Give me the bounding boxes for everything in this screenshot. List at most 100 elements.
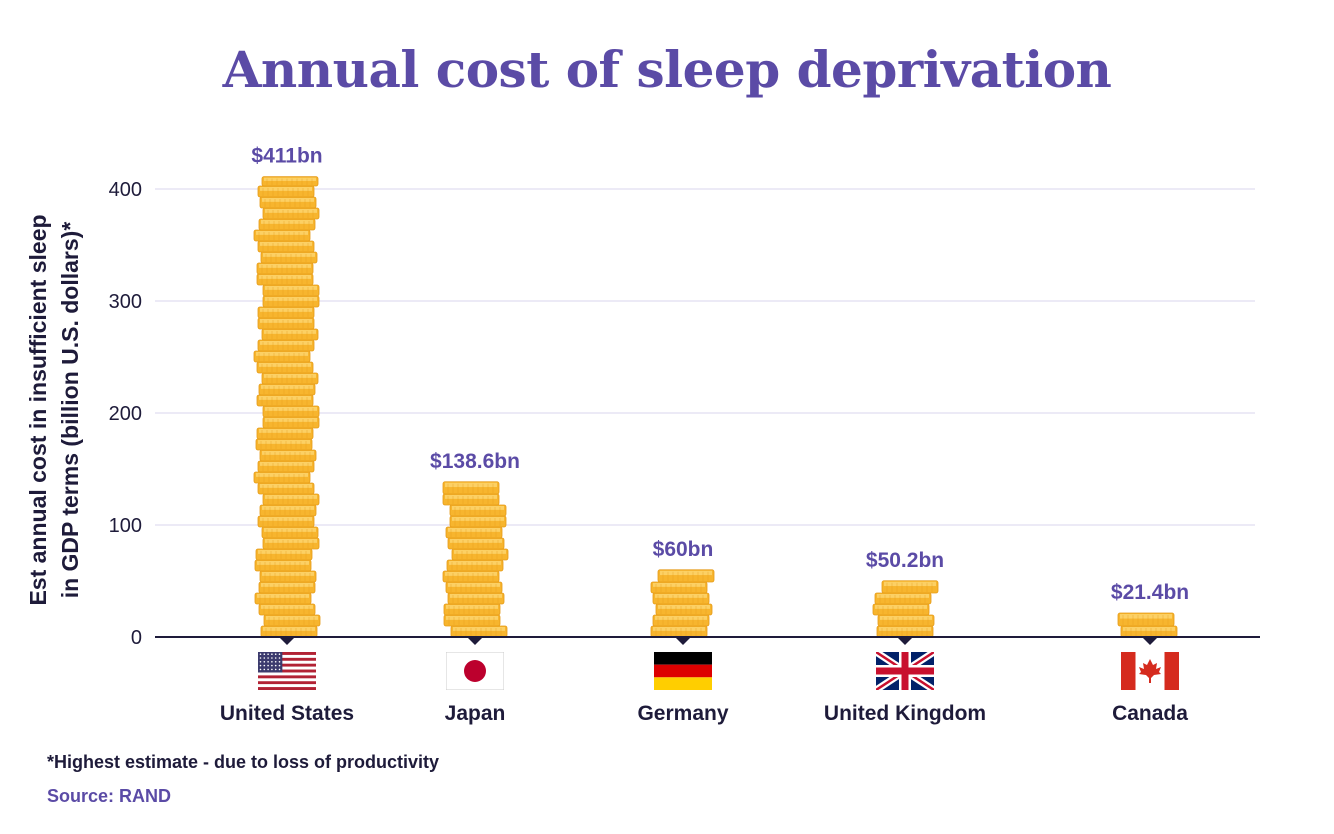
category-label: Canada bbox=[1112, 702, 1188, 725]
coin bbox=[449, 504, 507, 517]
coin bbox=[261, 372, 319, 385]
category-label: Japan bbox=[445, 702, 506, 725]
coin bbox=[254, 592, 312, 605]
coin bbox=[262, 295, 320, 308]
bar bbox=[253, 176, 321, 638]
coin bbox=[257, 306, 315, 319]
y-tick-label: 0 bbox=[131, 627, 142, 649]
coin bbox=[262, 416, 320, 429]
coin bbox=[443, 603, 501, 616]
category-label: United States bbox=[220, 702, 354, 725]
coin bbox=[259, 196, 317, 209]
germany-flag-icon bbox=[654, 652, 712, 690]
coin bbox=[258, 383, 316, 396]
coin bbox=[881, 580, 939, 594]
y-axis-label-line1: Est annual cost in insufficient sleep bbox=[25, 214, 51, 605]
coin bbox=[261, 176, 319, 187]
value-label: $60bn bbox=[653, 538, 714, 561]
coin bbox=[257, 339, 315, 352]
coin bbox=[261, 328, 319, 341]
category-marker bbox=[676, 638, 690, 645]
coin bbox=[256, 361, 314, 374]
japan-flag-icon bbox=[446, 652, 504, 690]
coin bbox=[872, 603, 930, 616]
coin bbox=[257, 515, 315, 528]
coin bbox=[650, 581, 708, 594]
category-marker bbox=[280, 638, 294, 645]
coin bbox=[655, 603, 713, 616]
coin bbox=[442, 570, 500, 583]
category-label: Germany bbox=[637, 702, 728, 725]
coin bbox=[263, 614, 321, 627]
coin bbox=[262, 284, 320, 297]
coin bbox=[451, 548, 509, 561]
coin bbox=[254, 559, 312, 572]
coin bbox=[446, 559, 504, 572]
coin bbox=[449, 515, 507, 528]
bar-series bbox=[253, 176, 1178, 638]
coin bbox=[877, 614, 935, 627]
coin bbox=[260, 251, 318, 264]
canada-flag-icon bbox=[1121, 652, 1179, 690]
value-label: $21.4bn bbox=[1111, 581, 1189, 604]
bar bbox=[650, 569, 715, 638]
coin bbox=[258, 581, 316, 594]
bar bbox=[872, 580, 939, 638]
coin bbox=[262, 207, 320, 220]
value-label: $138.6bn bbox=[430, 450, 520, 473]
gridlines bbox=[155, 188, 1255, 526]
category-labels: United States Japan Germany United Kingdom C… bbox=[220, 702, 1188, 725]
coin bbox=[256, 427, 314, 440]
y-axis-label-line2: in GDP terms (billion U.S. dollars)* bbox=[57, 222, 83, 599]
coin bbox=[257, 460, 315, 473]
coin bbox=[657, 569, 715, 583]
value-label: $411bn bbox=[251, 145, 322, 168]
coin bbox=[262, 537, 320, 550]
coin bbox=[445, 581, 503, 594]
coin bbox=[259, 504, 317, 517]
bar bbox=[1117, 612, 1178, 638]
coin bbox=[259, 449, 317, 462]
category-marker bbox=[1143, 638, 1157, 645]
coin bbox=[447, 592, 505, 605]
coin bbox=[256, 273, 314, 286]
coin bbox=[442, 493, 500, 506]
coin bbox=[257, 317, 315, 330]
coin bbox=[1120, 625, 1178, 638]
y-axis-ticks: 0 100 200 300 400 bbox=[109, 179, 142, 649]
coin bbox=[253, 229, 311, 242]
footnote: *Highest estimate - due to loss of produ… bbox=[47, 752, 440, 772]
coin bbox=[1117, 612, 1175, 627]
coin bbox=[450, 625, 508, 638]
coin bbox=[257, 240, 315, 253]
value-label: $50.2bn bbox=[866, 549, 944, 572]
coin bbox=[257, 185, 315, 198]
coin bbox=[447, 537, 505, 550]
coin bbox=[260, 625, 318, 638]
coin bbox=[445, 526, 503, 539]
source-note: Source: RAND bbox=[47, 786, 172, 806]
coin bbox=[876, 625, 934, 638]
coin bbox=[257, 482, 315, 495]
coin bbox=[442, 481, 500, 495]
coin bbox=[256, 262, 314, 275]
coin bbox=[259, 570, 317, 583]
value-labels: $411bn $138.6bn $60bn $50.2bn $21.4bn bbox=[251, 145, 1189, 604]
category-marker bbox=[898, 638, 912, 645]
coin bbox=[652, 614, 710, 627]
coin bbox=[261, 526, 319, 539]
flag-icons bbox=[258, 652, 1179, 690]
y-tick-label: 400 bbox=[109, 179, 142, 201]
coin bbox=[255, 548, 313, 561]
coin bbox=[253, 471, 311, 484]
coin bbox=[256, 394, 314, 407]
category-marker bbox=[468, 638, 482, 645]
us-flag-icon bbox=[258, 652, 316, 690]
y-tick-label: 300 bbox=[109, 291, 142, 313]
y-tick-label: 100 bbox=[109, 515, 142, 537]
coin bbox=[652, 592, 710, 605]
coin bbox=[650, 625, 708, 638]
coin bbox=[262, 493, 320, 506]
category-markers bbox=[280, 638, 1157, 645]
